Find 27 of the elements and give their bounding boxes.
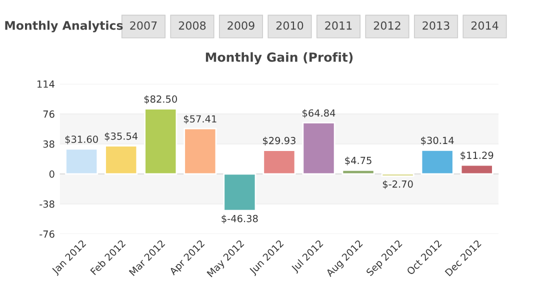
chart-title: Monthly Gain (Profit) bbox=[206, 52, 353, 64]
text: 2013 bbox=[422, 21, 450, 30]
data-label: $4.75 bbox=[345, 156, 372, 166]
data-label: $-2.70 bbox=[382, 180, 413, 190]
text: 2011 bbox=[325, 21, 352, 30]
text: Monthly Analytics bbox=[5, 20, 123, 32]
data-label: $35.54 bbox=[104, 132, 138, 142]
y-tick-label: -38 bbox=[40, 200, 54, 208]
text: 2010 bbox=[276, 21, 304, 30]
text: 2007 bbox=[130, 21, 157, 30]
text: 2012 bbox=[374, 21, 400, 30]
data-label: $-46.38 bbox=[222, 214, 258, 224]
data-label: $31.60 bbox=[65, 135, 98, 144]
data-label: $57.41 bbox=[184, 115, 216, 124]
y-tick-label: 76 bbox=[43, 110, 54, 118]
y-tick-label: -76 bbox=[40, 230, 54, 238]
text: 2008 bbox=[178, 21, 206, 30]
data-label: $11.29 bbox=[460, 151, 494, 160]
data-label: $30.14 bbox=[421, 136, 454, 146]
text: 2009 bbox=[228, 21, 254, 30]
y-tick-label: 114 bbox=[37, 80, 54, 88]
data-label: $82.50 bbox=[144, 95, 177, 104]
y-tick-label: 0 bbox=[49, 170, 54, 178]
data-label: $29.93 bbox=[263, 136, 296, 146]
data-label: $64.84 bbox=[302, 109, 336, 118]
text: 2014 bbox=[471, 21, 498, 30]
y-tick-label: 38 bbox=[43, 140, 54, 148]
